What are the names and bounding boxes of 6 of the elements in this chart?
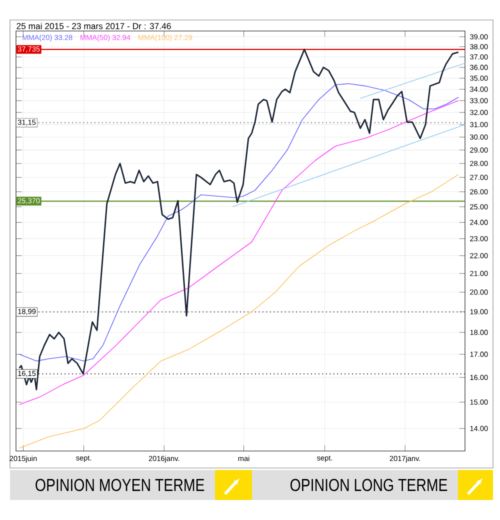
text: OPINION MOYEN TERME: [36, 478, 204, 492]
line-series: [18, 100, 459, 406]
text: OPINION LONG TERME: [290, 478, 448, 492]
line-series: [18, 83, 459, 362]
line-series: [18, 174, 459, 448]
chart-title: 25 mai 2015 - 23 mars 2017 - Dr : 37.46: [16, 22, 171, 30]
